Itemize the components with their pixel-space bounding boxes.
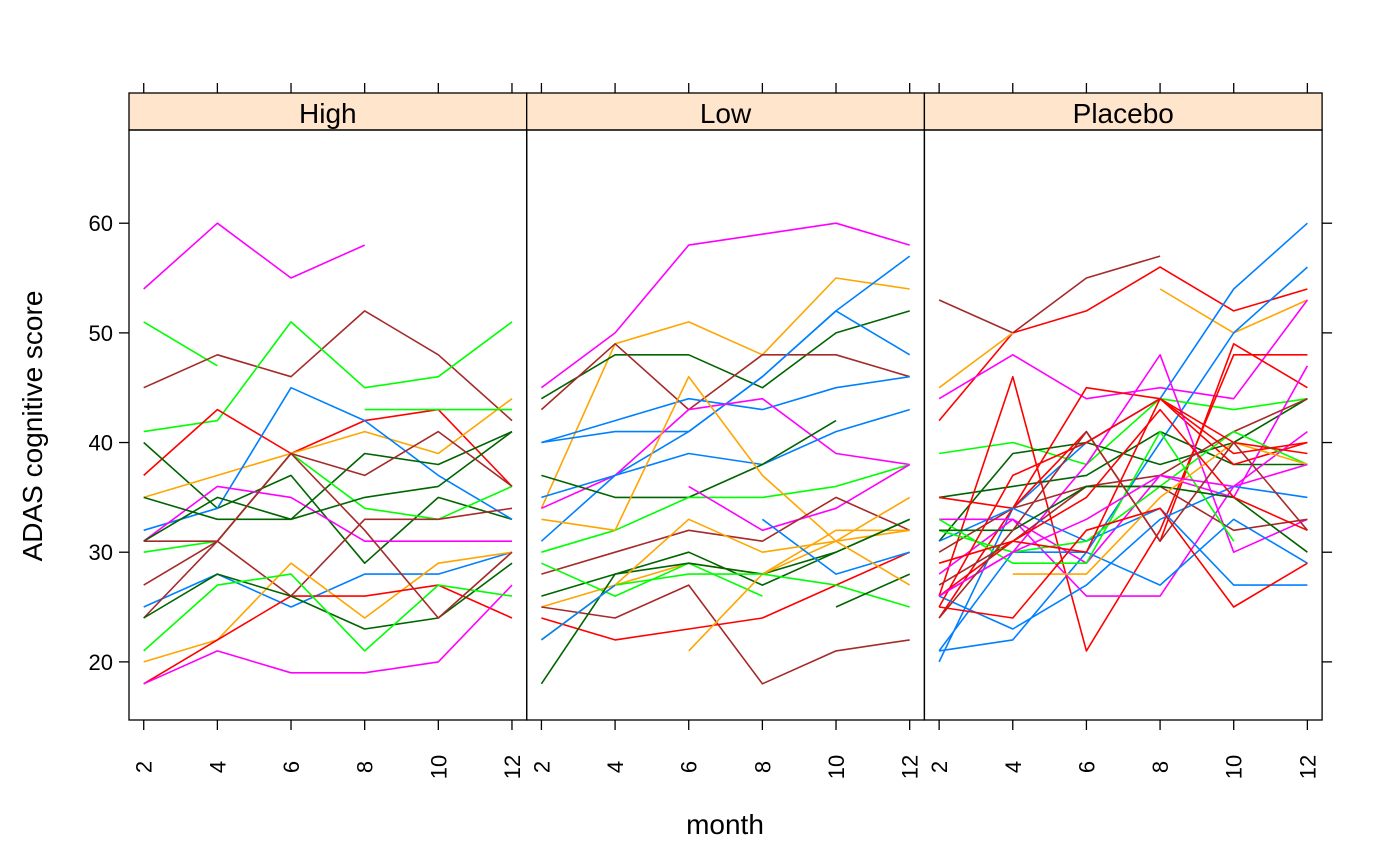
series-line bbox=[143, 573, 513, 652]
series-line bbox=[938, 255, 1161, 334]
series-line bbox=[540, 255, 911, 542]
series-line bbox=[540, 277, 910, 509]
series-line bbox=[541, 397, 910, 510]
x-tick-label: 2 bbox=[132, 761, 157, 773]
series-line bbox=[143, 430, 513, 521]
y-tick-label: 30 bbox=[89, 540, 113, 565]
series-line bbox=[938, 397, 1308, 608]
series-line bbox=[143, 398, 513, 499]
series-line bbox=[938, 430, 1309, 619]
series-line bbox=[938, 485, 1308, 630]
x-tick-label: 8 bbox=[353, 761, 378, 773]
series-line bbox=[143, 452, 513, 553]
x-tick-label: 12 bbox=[500, 755, 525, 779]
series-line bbox=[938, 430, 1308, 597]
series-line bbox=[143, 386, 513, 532]
series-line bbox=[938, 397, 1308, 586]
strip-label: Low bbox=[700, 98, 752, 129]
x-tick-label: 10 bbox=[1222, 755, 1247, 779]
panel-low: Low bbox=[526, 92, 926, 721]
y-tick-label: 20 bbox=[89, 650, 113, 675]
series-line bbox=[938, 430, 1308, 554]
series-line bbox=[143, 310, 513, 422]
series-line bbox=[938, 266, 1308, 422]
y-tick-label: 40 bbox=[89, 431, 113, 456]
series-line bbox=[938, 353, 1308, 652]
panels-layer: High Low Placebo bbox=[128, 92, 1323, 721]
series-line bbox=[143, 441, 513, 565]
x-tick-label: 4 bbox=[205, 761, 230, 773]
x-tick-label: 10 bbox=[426, 755, 451, 779]
x-tick-label: 10 bbox=[824, 755, 849, 779]
x-tick-label: 2 bbox=[529, 761, 554, 773]
series-line bbox=[541, 463, 910, 553]
y-tick-label: 50 bbox=[89, 321, 113, 346]
series-line bbox=[541, 551, 911, 641]
y-tick-label: 60 bbox=[89, 211, 113, 236]
x-tick-label: 6 bbox=[677, 761, 702, 773]
series-line bbox=[938, 463, 1308, 597]
x-tick-label: 12 bbox=[898, 755, 923, 779]
series-line bbox=[540, 518, 911, 685]
series-line bbox=[540, 573, 910, 641]
axes-layer: 2 4 6 8 10 12 2 4 6 8 10 12 2 4 6 8 10 12 20 30 40 50 60 bbox=[89, 83, 1333, 779]
series-line bbox=[938, 507, 1308, 586]
series-line bbox=[143, 408, 513, 487]
x-tick-label: 8 bbox=[750, 761, 775, 773]
x-tick-label: 6 bbox=[279, 761, 304, 773]
series-line bbox=[540, 584, 616, 641]
series-line bbox=[835, 573, 911, 608]
series-line bbox=[143, 430, 513, 619]
strip-high bbox=[128, 92, 528, 131]
series-line bbox=[143, 430, 513, 542]
series-line bbox=[143, 507, 513, 597]
series-line bbox=[143, 584, 513, 685]
panel-frame bbox=[923, 129, 1323, 721]
series-line bbox=[143, 222, 366, 290]
x-axis-title: month bbox=[686, 809, 764, 840]
strip-low bbox=[526, 92, 926, 131]
series-line bbox=[540, 222, 910, 389]
series-line bbox=[143, 551, 513, 663]
y-axis-title: ADAS cognitive score bbox=[17, 291, 48, 562]
x-tick-label: 6 bbox=[1074, 761, 1099, 773]
series-line bbox=[540, 342, 910, 411]
series-line bbox=[541, 584, 910, 685]
series-line bbox=[540, 310, 910, 400]
x-tick-label: 8 bbox=[1148, 761, 1173, 773]
strip-label: High bbox=[299, 98, 357, 129]
series-line bbox=[143, 321, 513, 433]
x-tick-label: 12 bbox=[1295, 755, 1320, 779]
series-line bbox=[143, 584, 513, 685]
series-line bbox=[143, 321, 218, 367]
series-line bbox=[938, 507, 1308, 619]
series-line bbox=[938, 332, 1014, 389]
panel-high: High bbox=[128, 92, 528, 721]
series-line bbox=[938, 397, 1308, 597]
x-tick-label: 2 bbox=[927, 761, 952, 773]
series-line bbox=[143, 452, 513, 619]
x-tick-label: 4 bbox=[1001, 761, 1026, 773]
series-line bbox=[938, 518, 1308, 652]
series-line bbox=[541, 310, 911, 444]
x-tick-label: 4 bbox=[603, 761, 628, 773]
panel-placebo: Placebo bbox=[923, 92, 1323, 721]
series-line bbox=[938, 397, 1308, 466]
series-line bbox=[541, 408, 910, 499]
series-line bbox=[938, 299, 1309, 400]
series-line bbox=[761, 518, 910, 575]
series-line bbox=[541, 375, 910, 543]
series-line bbox=[143, 485, 512, 543]
strip-placebo bbox=[923, 92, 1323, 131]
series-line bbox=[938, 386, 1308, 510]
strip-label: Placebo bbox=[1073, 98, 1174, 129]
series-line bbox=[688, 496, 911, 652]
